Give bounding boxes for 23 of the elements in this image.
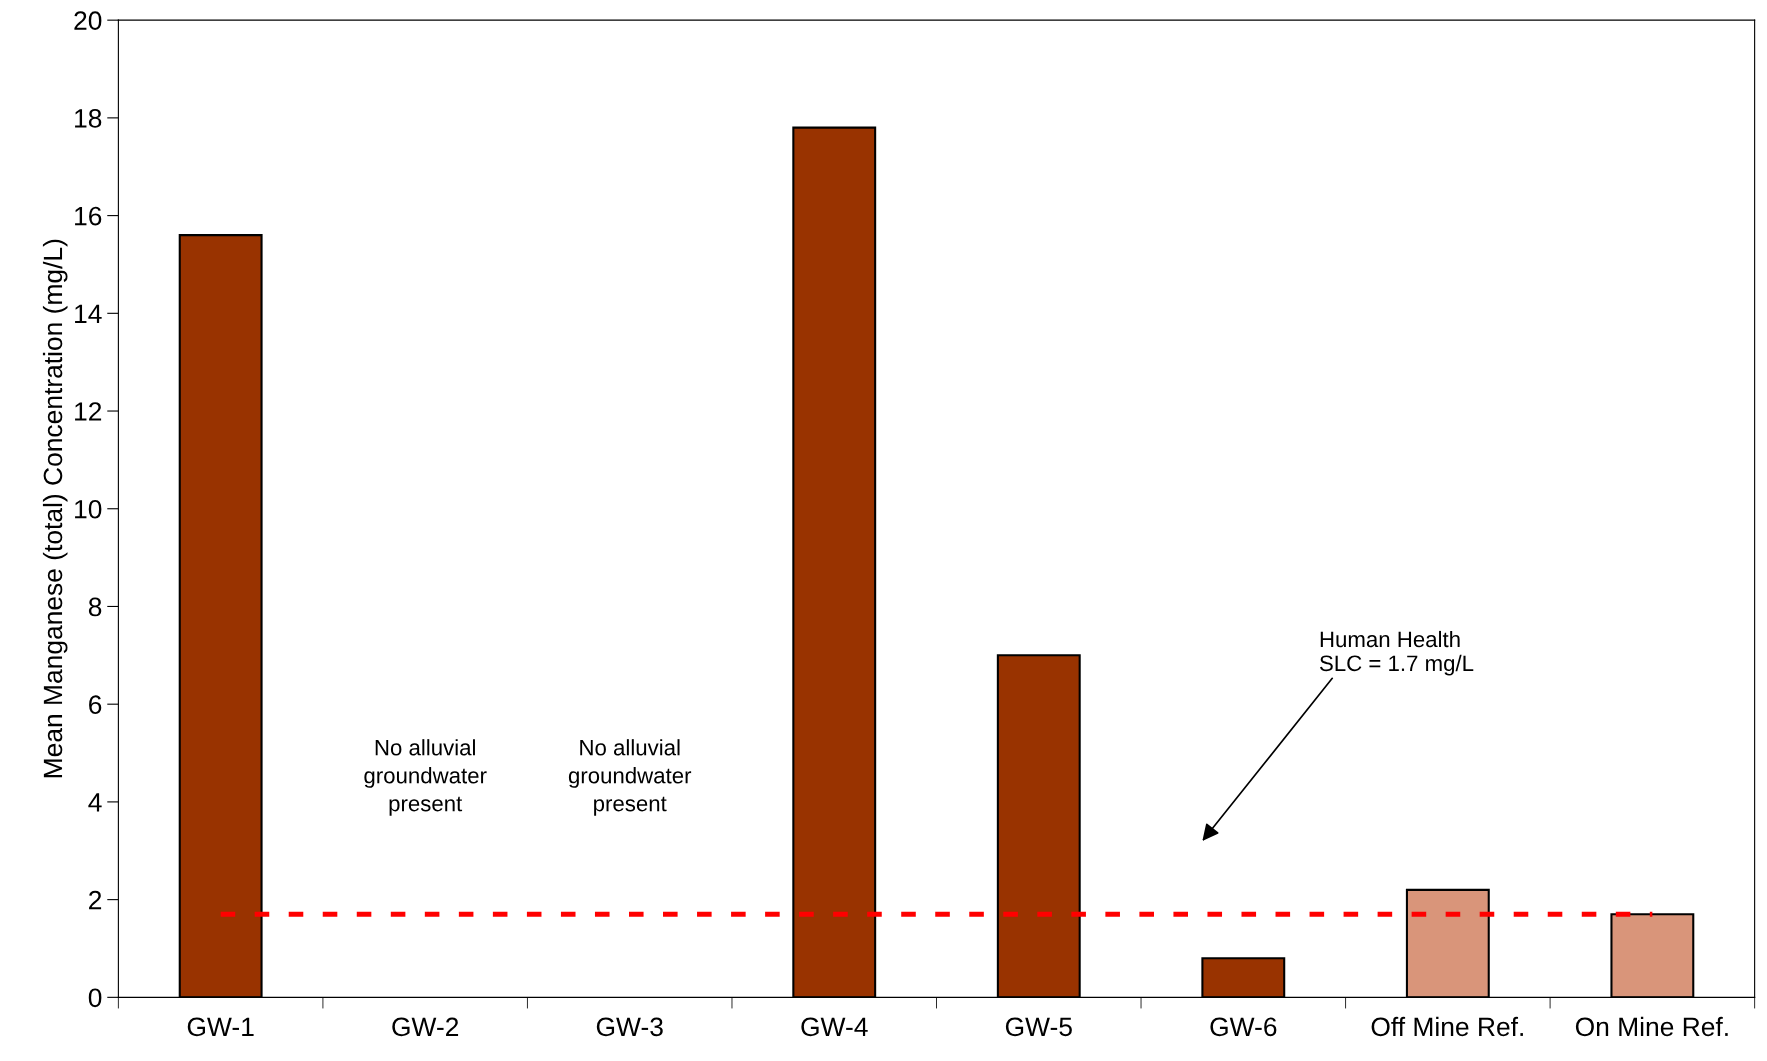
y-tick-label: 20 xyxy=(74,11,102,30)
x-tick-label: GW-3 xyxy=(596,1017,663,1037)
y-tick-label: 10 xyxy=(75,499,102,519)
annotation: Human Health SLC = 1.7 mg/L xyxy=(1319,630,1474,676)
y-tick-label: 14 xyxy=(75,304,102,323)
y-axis-title: Mean Manganese (total) Concentration (mg/L) xyxy=(42,239,68,778)
x-tick-label: GW-5 xyxy=(1005,1017,1072,1037)
x-tick-label: GW-2 xyxy=(392,1017,459,1037)
x-tick-label: Off Mine Ref. xyxy=(1371,1016,1523,1037)
y-tick-label: 16 xyxy=(75,206,102,226)
y-tick-label: 8 xyxy=(88,597,102,617)
annotation: No alluvial groundwater present xyxy=(568,739,692,816)
y-tick-label: 0 xyxy=(88,988,102,1008)
y-tick-label: 6 xyxy=(89,695,102,715)
x-tick-label: On Mine Ref. xyxy=(1575,1016,1728,1037)
x-tick-label: GW-1 xyxy=(187,1017,254,1037)
y-tick-label: 12 xyxy=(75,402,102,421)
x-tick-label: GW-6 xyxy=(1210,1017,1277,1037)
y-tick-label: 18 xyxy=(75,109,102,128)
annotation: No alluvial groundwater present xyxy=(364,739,487,816)
x-tick-label: GW-4 xyxy=(801,1017,868,1037)
y-tick-label: 2 xyxy=(89,890,102,910)
y-tick-label: 4 xyxy=(88,793,102,812)
